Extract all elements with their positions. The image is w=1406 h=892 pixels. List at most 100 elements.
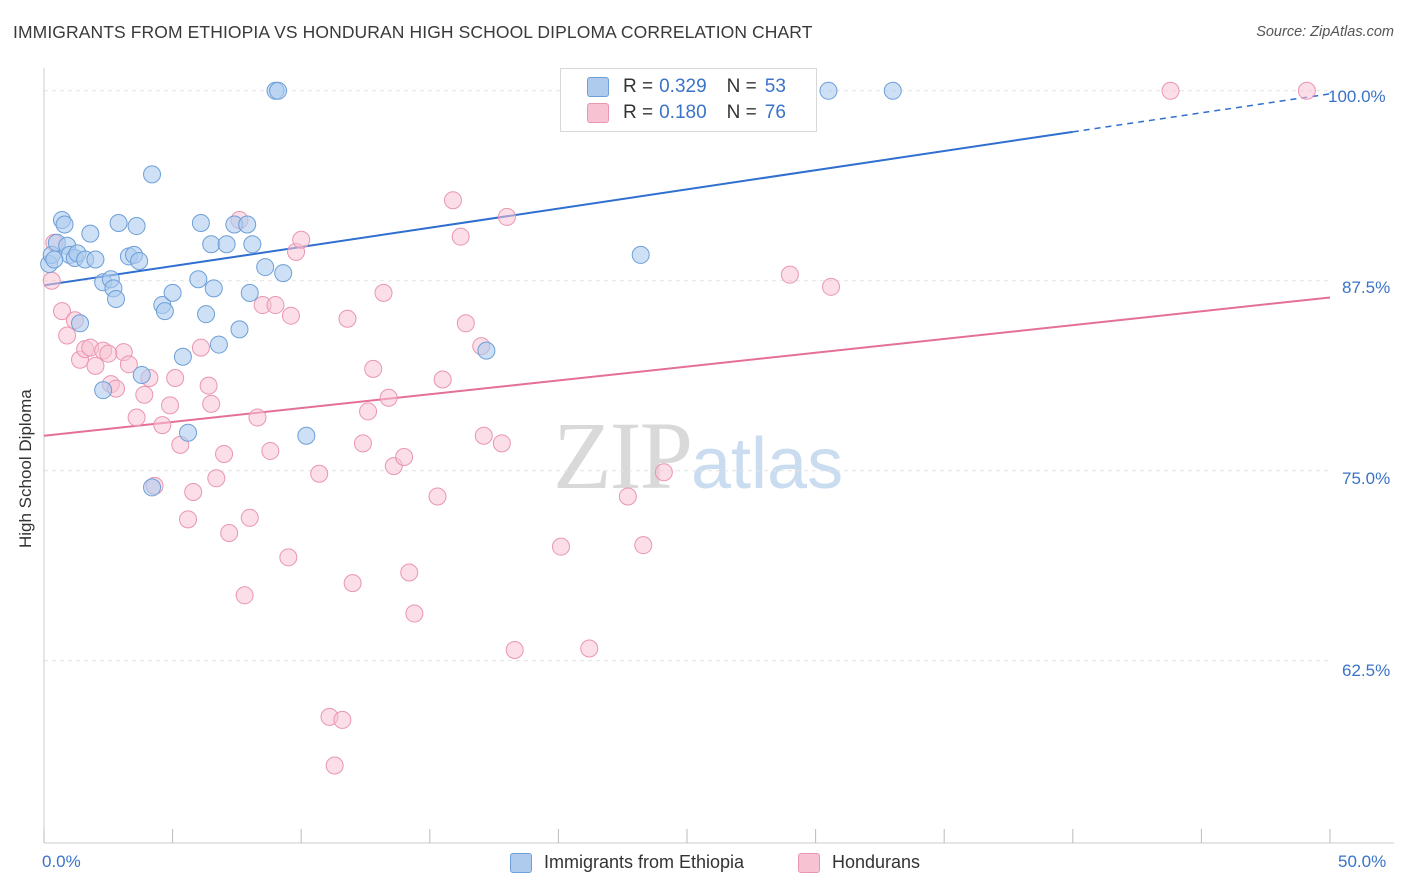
data-point-hondurans	[266, 296, 285, 315]
data-point-ethiopia	[143, 478, 162, 497]
data-point-hondurans	[179, 510, 198, 529]
data-point-hondurans	[153, 416, 172, 435]
data-point-hondurans	[405, 604, 424, 623]
data-point-hondurans	[325, 756, 344, 775]
legend-item-hondurans: Hondurans	[798, 852, 920, 873]
data-point-ethiopia	[94, 381, 113, 400]
data-point-hondurans	[551, 537, 570, 556]
legend-r-label: R =	[623, 102, 654, 123]
y-tick-label-87-5: 87.5%	[1342, 278, 1391, 297]
legend-label-ethiopia: Immigrants from Ethiopia	[544, 852, 745, 872]
x-tick-label-max: 50.0%	[1338, 852, 1387, 871]
data-point-ethiopia	[238, 215, 257, 234]
watermark-atlas: atlas	[691, 424, 844, 504]
data-point-hondurans	[497, 207, 516, 226]
data-point-ethiopia	[189, 270, 208, 289]
legend-label-hondurans: Hondurans	[832, 852, 921, 872]
data-point-hondurans	[240, 508, 259, 527]
data-point-hondurans	[207, 469, 226, 488]
data-point-ethiopia	[274, 264, 293, 283]
data-point-hondurans	[215, 444, 234, 463]
legend-r-value: 0.329	[659, 76, 707, 97]
data-point-hondurans	[310, 464, 329, 483]
data-point-ethiopia	[197, 305, 216, 324]
data-point-hondurans	[292, 230, 311, 249]
y-tick-label-62-5: 62.5%	[1342, 661, 1391, 680]
data-point-ethiopia	[217, 235, 236, 254]
data-point-ethiopia	[45, 250, 64, 269]
legend-r-label: R =	[623, 76, 654, 97]
legend-n-label: N =	[726, 102, 757, 123]
data-point-hondurans	[279, 548, 298, 567]
data-point-ethiopia	[256, 258, 275, 277]
data-point-ethiopia	[127, 217, 146, 236]
data-point-hondurans	[618, 487, 637, 506]
data-point-hondurans	[86, 356, 105, 375]
data-point-hondurans	[395, 448, 414, 467]
data-point-hondurans	[333, 710, 352, 729]
data-point-hondurans	[135, 385, 154, 404]
x-tick-label-min: 0.0%	[42, 852, 81, 871]
data-point-hondurans	[443, 191, 462, 210]
gridlines	[44, 90, 1330, 662]
data-point-hondurans	[654, 463, 673, 482]
data-point-hondurans	[428, 487, 447, 506]
data-point-ethiopia	[204, 279, 223, 298]
data-point-ethiopia	[243, 235, 262, 254]
legend-swatch-blue	[510, 852, 532, 873]
data-point-hondurans	[99, 344, 118, 363]
data-point-ethiopia	[71, 314, 90, 333]
data-point-hondurans	[353, 434, 372, 453]
data-point-hondurans	[492, 434, 511, 453]
trend-lines	[43, 93, 1331, 437]
data-point-ethiopia	[240, 283, 259, 302]
data-point-hondurans	[261, 441, 280, 460]
legend-swatch-pink	[587, 103, 609, 123]
data-point-ethiopia	[209, 335, 228, 354]
source-label: Source: ZipAtlas.com	[1256, 24, 1394, 40]
legend-swatch-pink	[798, 852, 820, 873]
data-point-ethiopia	[86, 250, 105, 269]
data-point-hondurans	[161, 396, 180, 415]
legend-r-value: 0.180	[659, 102, 707, 123]
data-point-ethiopia	[631, 245, 650, 264]
data-point-hondurans	[1297, 81, 1316, 100]
data-point-ethiopia	[155, 302, 174, 321]
data-point-ethiopia	[883, 81, 902, 100]
chart-title: IMMIGRANTS FROM ETHIOPIA VS HONDURAN HIG…	[13, 22, 813, 42]
data-point-hondurans	[474, 426, 493, 445]
trend-line-ethiopia-extension	[1072, 93, 1331, 133]
data-point-hondurans	[184, 482, 203, 501]
legend-n-value: 53	[764, 76, 786, 97]
data-point-hondurans	[127, 408, 146, 427]
correlation-legend: R = 0.329 N = 53 R = 0.180 N = 76	[560, 68, 817, 132]
data-point-ethiopia	[173, 347, 192, 366]
data-point-ethiopia	[269, 81, 288, 100]
data-point-hondurans	[199, 376, 218, 395]
legend-row-hondurans: R = 0.180 N = 76	[587, 101, 786, 125]
data-point-hondurans	[364, 359, 383, 378]
data-point-hondurans	[359, 402, 378, 421]
legend-n-label: N =	[726, 76, 757, 97]
data-point-hondurans	[505, 641, 524, 660]
data-point-hondurans	[191, 338, 210, 357]
data-point-ethiopia	[202, 235, 221, 254]
data-point-hondurans	[822, 277, 841, 296]
y-tick-label-75: 75.0%	[1342, 469, 1391, 488]
data-point-ethiopia	[107, 289, 126, 308]
data-point-hondurans	[343, 574, 362, 593]
data-point-hondurans	[374, 283, 393, 302]
legend-row-ethiopia: R = 0.329 N = 53	[587, 75, 786, 99]
data-point-ethiopia	[132, 365, 151, 384]
data-point-hondurans	[338, 309, 357, 328]
axes	[43, 68, 1394, 844]
data-point-hondurans	[456, 314, 475, 333]
data-point-ethiopia	[55, 215, 74, 234]
data-point-ethiopia	[297, 426, 316, 445]
data-point-ethiopia	[191, 214, 210, 232]
data-point-hondurans	[433, 370, 452, 389]
data-point-hondurans	[634, 536, 653, 555]
data-point-ethiopia	[81, 224, 100, 243]
data-point-hondurans	[1161, 81, 1180, 100]
